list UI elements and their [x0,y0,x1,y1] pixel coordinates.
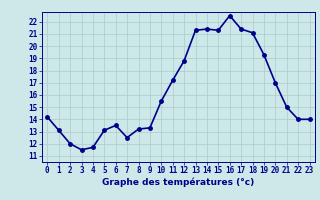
X-axis label: Graphe des températures (°c): Graphe des températures (°c) [102,178,254,187]
